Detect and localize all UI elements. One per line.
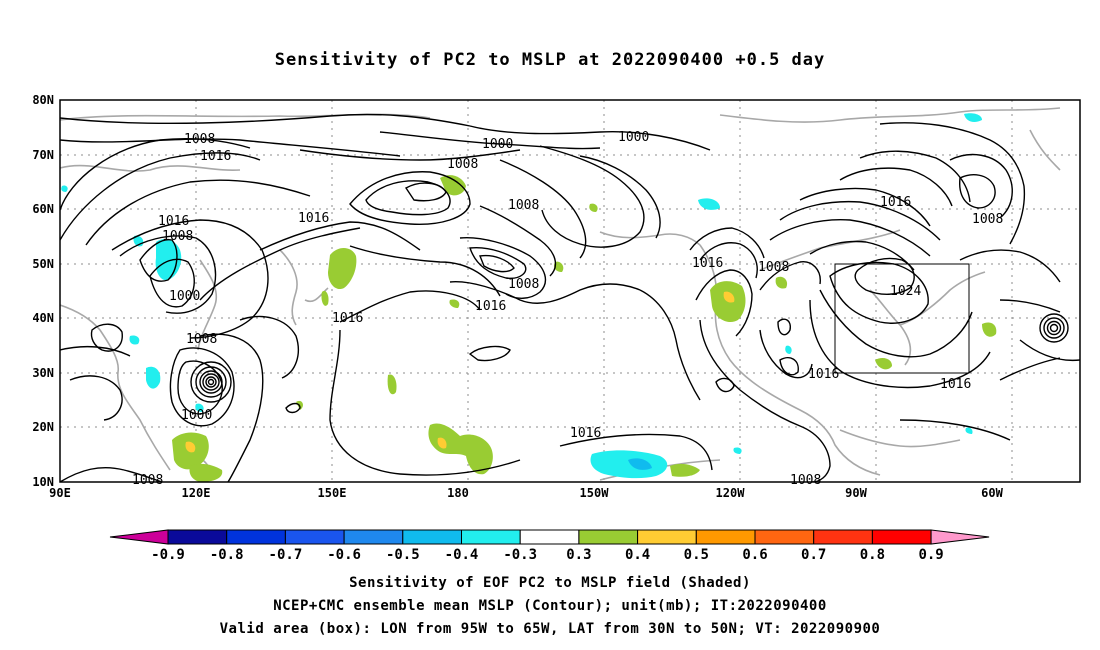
caption-contour: NCEP+CMC ensemble mean MSLP (Contour); u… bbox=[273, 598, 827, 614]
colorbar-label: -0.6 bbox=[327, 547, 361, 563]
isobar-label: 1008 bbox=[186, 332, 217, 347]
colorbar-swatch bbox=[695, 529, 756, 545]
colorbar-swatch bbox=[226, 529, 286, 545]
isobar-label: 1016 bbox=[570, 426, 601, 441]
colorbar-swatch bbox=[871, 529, 932, 545]
plot-frame bbox=[59, 99, 1081, 483]
colorbar-label: 0.7 bbox=[801, 547, 826, 563]
lat-label: 40N bbox=[32, 311, 54, 325]
isobar-label: 1008 bbox=[972, 212, 1003, 227]
isobar-label: 1008 bbox=[162, 229, 193, 244]
isobar-label: 1016 bbox=[332, 311, 363, 326]
colorbar-swatch bbox=[461, 529, 521, 545]
isobar-label: 1008 bbox=[508, 277, 539, 292]
isobar-label: 1016 bbox=[692, 256, 723, 271]
isobar-label: 1008 bbox=[790, 473, 821, 488]
lon-label: 120W bbox=[716, 486, 746, 500]
isobar-label: 1000 bbox=[482, 137, 513, 152]
lat-label: 70N bbox=[32, 148, 54, 162]
colorbar-swatch bbox=[637, 529, 697, 545]
isobar-label: 1008 bbox=[132, 473, 163, 488]
caption-shading: Sensitivity of EOF PC2 to MSLP field (Sh… bbox=[349, 575, 751, 591]
lon-label: 90E bbox=[49, 486, 71, 500]
isobar-label: 1016 bbox=[200, 149, 231, 164]
lat-label: 20N bbox=[32, 420, 54, 434]
isobar-label: 1016 bbox=[475, 299, 506, 314]
colorbar-label: 0.4 bbox=[625, 547, 650, 563]
colorbar-swatch bbox=[813, 529, 873, 545]
longitude-labels: 90E 120E 150E 180 150W 120W 90W 60W bbox=[49, 486, 1003, 500]
colorbar-swatch bbox=[578, 529, 639, 545]
lon-label: 150E bbox=[318, 486, 347, 500]
lon-label: 150W bbox=[580, 486, 610, 500]
colorbar-label: -0.4 bbox=[445, 547, 479, 563]
colorbar-swatch bbox=[754, 529, 815, 545]
isobar-label: 1008 bbox=[447, 157, 478, 172]
isobar-label: 1008 bbox=[508, 198, 539, 213]
isobar-label: 1016 bbox=[880, 195, 911, 210]
colorbar-label: 0.8 bbox=[860, 547, 885, 563]
caption-valid-area: Valid area (box): LON from 95W to 65W, L… bbox=[219, 621, 881, 637]
isobar-label: 1016 bbox=[298, 211, 329, 226]
isobar-label: 1024 bbox=[890, 284, 921, 299]
colorbar-label: -0.9 bbox=[151, 547, 185, 563]
lon-label: 60W bbox=[981, 486, 1003, 500]
lon-label: 90W bbox=[845, 486, 867, 500]
colorbar-label: -0.7 bbox=[269, 547, 303, 563]
isobar-label: 1008 bbox=[184, 132, 215, 147]
lon-label: 180 bbox=[447, 486, 469, 500]
colorbar-low-tip bbox=[109, 529, 169, 545]
isobar-label: 1008 bbox=[758, 260, 789, 275]
latitude-labels: 80N 70N 60N 50N 40N 30N 20N 10N bbox=[32, 93, 54, 489]
graticule bbox=[60, 100, 1080, 482]
colorbar-swatch bbox=[519, 529, 580, 545]
isobar-label: 1000 bbox=[181, 408, 212, 423]
colorbar-label: -0.5 bbox=[386, 547, 420, 563]
map-plot-area bbox=[60, 100, 1080, 482]
mslp-contours bbox=[60, 113, 1080, 482]
colorbar-swatch bbox=[284, 529, 345, 545]
isobar-label: 1000 bbox=[169, 289, 200, 304]
isobar-label: 1016 bbox=[808, 367, 839, 382]
lat-label: 60N bbox=[32, 202, 54, 216]
colorbar-swatch bbox=[402, 529, 462, 545]
colorbar-label: 0.3 bbox=[566, 547, 591, 563]
colorbar-label: 0.5 bbox=[684, 547, 709, 563]
colorbar: -0.9 -0.8 -0.7 -0.6 -0.5 -0.4 -0.3 0.3 0.4 0.5 0.6… bbox=[109, 529, 990, 563]
lat-label: 80N bbox=[32, 93, 54, 107]
isobar-label: 1016 bbox=[158, 214, 189, 229]
colorbar-label: 0.6 bbox=[742, 547, 767, 563]
figure-title: Sensitivity of PC2 to MSLP at 2022090400… bbox=[274, 50, 826, 70]
colorbar-swatch bbox=[343, 529, 404, 545]
isobar-labels: 1008 1016 1000 1008 1000 1008 1016 1016 … bbox=[132, 130, 1003, 488]
lat-label: 50N bbox=[32, 257, 54, 271]
colorbar-label: -0.3 bbox=[503, 547, 537, 563]
lon-label: 120E bbox=[182, 486, 211, 500]
colorbar-label: 0.9 bbox=[918, 547, 943, 563]
lat-label: 10N bbox=[32, 475, 54, 489]
colorbar-high-tip bbox=[930, 529, 990, 545]
sensitivity-shading bbox=[61, 113, 997, 482]
colorbar-swatch bbox=[167, 529, 228, 545]
isobar-label: 1000 bbox=[618, 130, 649, 145]
isobar-label: 1016 bbox=[940, 377, 971, 392]
colorbar-label: -0.8 bbox=[210, 547, 244, 563]
lat-label: 30N bbox=[32, 366, 54, 380]
valid-area-box bbox=[834, 263, 970, 374]
